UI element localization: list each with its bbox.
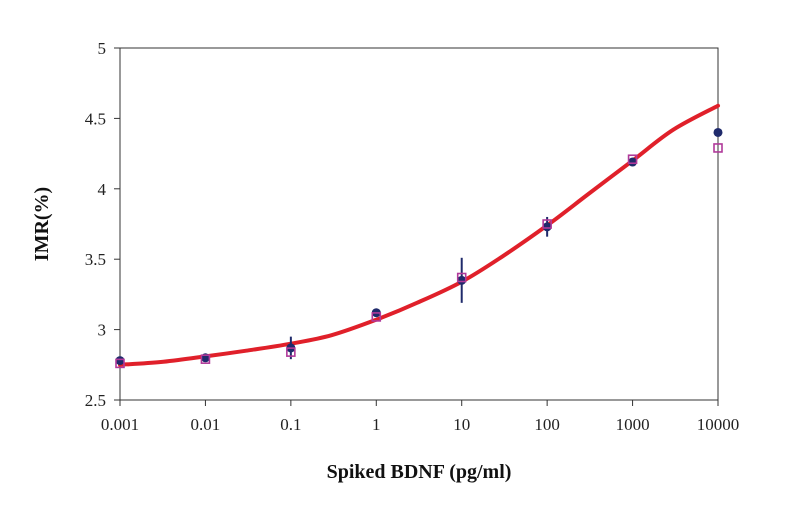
data-point-square: [371, 312, 382, 322]
data-point-circle: [457, 275, 467, 285]
fitted-curve-line: [118, 103, 720, 367]
plot-area: [119, 47, 719, 401]
data-point-square: [115, 358, 125, 369]
x-tick-label: 100: [534, 415, 560, 434]
y-tick-label: 4.5: [85, 109, 106, 128]
y-tick-label: 4: [98, 180, 107, 199]
x-tick-label: 0.1: [280, 415, 301, 434]
data-point-circle: [115, 356, 125, 366]
data-point-circle: [713, 127, 723, 137]
x-axis-title: Spiked BDNF (pg/ml): [327, 461, 512, 483]
x-tick-label: 1: [372, 415, 381, 434]
data-point-square: [456, 272, 467, 283]
y-tick-label: 5: [98, 39, 107, 58]
data-point-square: [542, 219, 552, 229]
data-point-square: [200, 354, 211, 364]
y-tick-label: 3.5: [85, 250, 106, 269]
y-axis-title: IMR(%): [31, 187, 53, 261]
x-tick-label: 0.01: [191, 415, 221, 434]
x-tick-label: 1000: [616, 415, 650, 434]
x-tick-label: 10000: [697, 415, 740, 434]
data-point-circle: [542, 222, 552, 232]
x-tick-label: 10: [453, 415, 470, 434]
data-point-square: [713, 143, 723, 153]
data-point-square: [627, 154, 638, 165]
data-point-circle: [628, 157, 638, 167]
y-tick-label: 3: [98, 321, 107, 340]
x-tick-label: 0.001: [101, 415, 139, 434]
data-point-square: [286, 347, 296, 357]
y-tick-label: 2.5: [85, 391, 106, 410]
